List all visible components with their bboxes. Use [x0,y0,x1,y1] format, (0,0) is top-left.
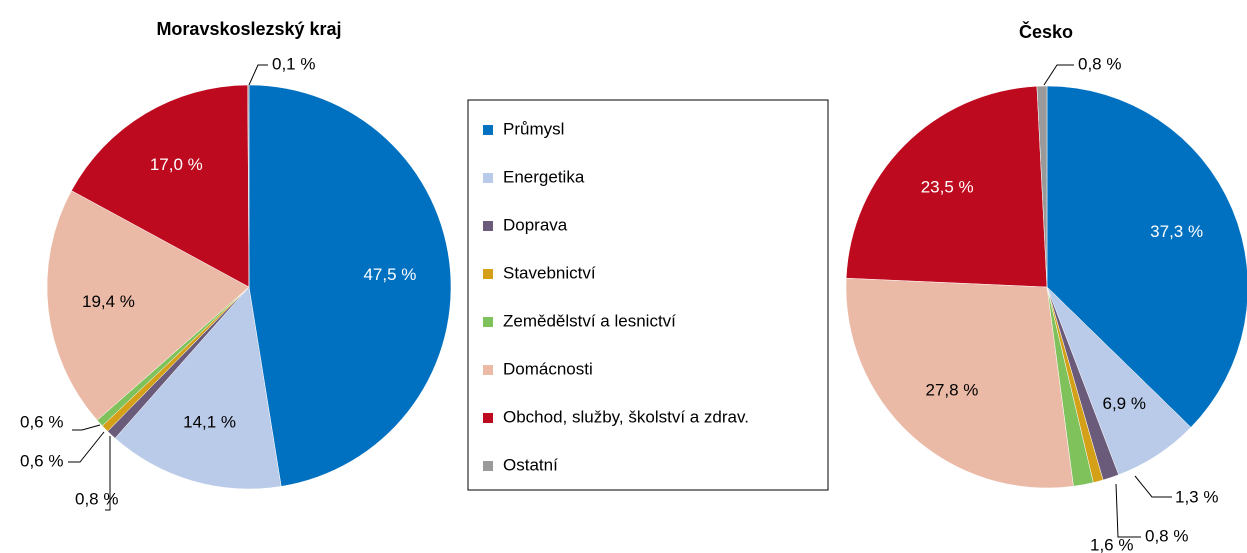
data-label: 27,8 % [926,380,979,399]
pie-slice [71,84,250,288]
leader-line [1134,475,1172,498]
data-label: 19,4 % [82,292,135,311]
data-label: 17,0 % [150,155,203,174]
chart-title: Česko [1019,21,1073,42]
pie-slice [46,190,250,421]
leader-line [1115,483,1141,538]
pie-slice [845,277,1074,489]
data-label: 37,3 % [1150,222,1203,241]
data-label: 0,6 % [20,451,63,470]
legend-box [467,99,829,491]
data-label: 1,6 % [1090,535,1133,553]
data-label: 0,8 % [75,489,118,508]
legend-label: Doprava [503,215,568,234]
pie-slice [248,84,452,487]
leader-line [1043,64,1074,86]
pie-slice [1036,85,1048,288]
legend-label: Ostatní [503,455,558,474]
leader-line [105,436,111,511]
data-label: 0,8 % [1078,54,1121,73]
pie-slice [845,85,1048,288]
chart-title: Moravskoslezský kraj [156,19,341,39]
legend-swatch [483,365,493,375]
legend-swatch [483,173,493,183]
pie-slice [114,286,282,490]
legend-swatch [483,125,493,135]
legend-label: Energetika [503,167,585,186]
data-label: 6,9 % [1103,394,1146,413]
legend-label: Zemědělství a lesnictví [503,311,676,330]
legend-swatch [483,269,493,279]
legend-label: Domácnosti [503,359,593,378]
data-label: 47,5 % [363,265,416,284]
leader-line [68,431,105,463]
data-label: 0,6 % [20,412,63,431]
data-label: 1,3 % [1175,487,1218,506]
leader-line [248,64,268,86]
data-label: 0,1 % [272,54,315,73]
pie-slice [1046,85,1247,428]
legend-label: Průmysl [503,119,564,138]
legend-label: Obchod, služby, školství a zdrav. [503,407,749,426]
data-label: 0,8 % [1145,526,1188,545]
leader-line [72,424,101,431]
legend-swatch [483,317,493,327]
legend-label: Stavebnictví [503,263,596,282]
legend-swatch [483,461,493,471]
legend-swatch [483,221,493,231]
pie-slice [247,84,250,288]
legend-swatch [483,413,493,423]
data-label: 14,1 % [183,412,236,431]
data-label: 23,5 % [921,177,974,196]
